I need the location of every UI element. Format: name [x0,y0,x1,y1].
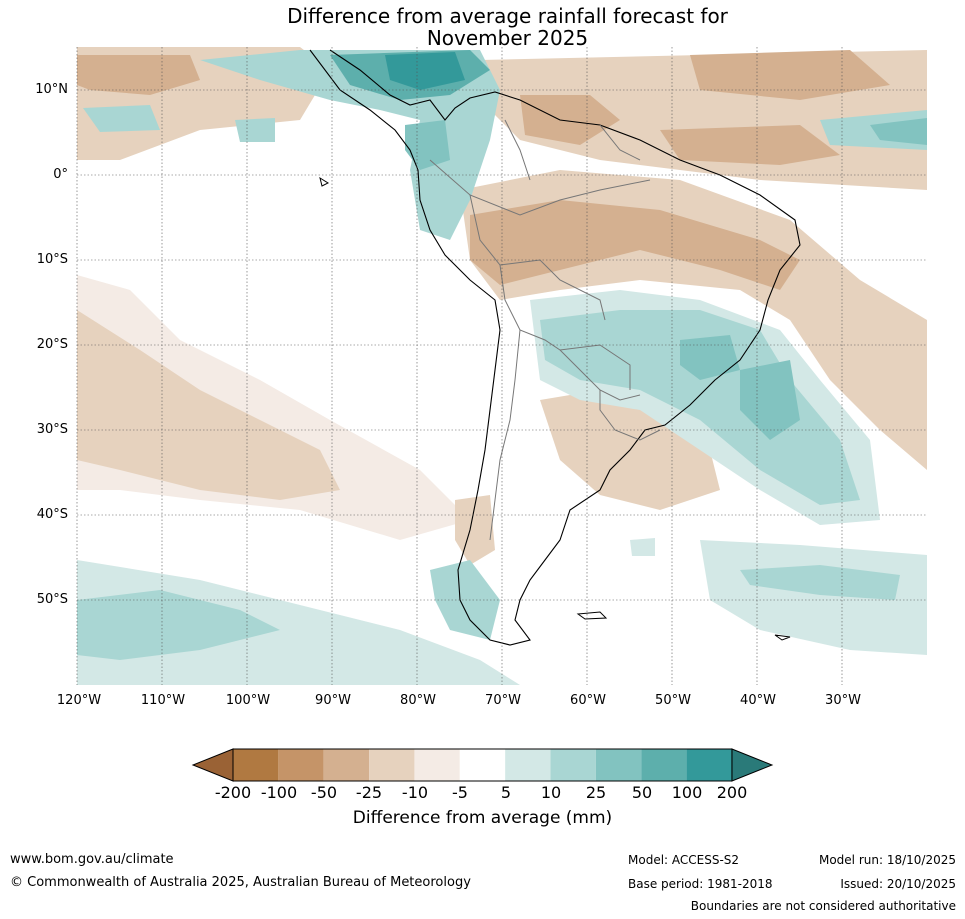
wet-region [405,120,450,170]
dry-region [77,310,340,500]
lat-label-10n: 10°N [35,82,68,97]
colorbar-extend-low [191,748,234,782]
border [499,264,631,390]
lat-label-0: 0° [53,167,68,182]
border [599,390,661,441]
colorbar-label: 5 [500,783,512,802]
dry-region [77,55,200,95]
colorbar-swatch [369,749,415,781]
lat-label-40s: 40°S [36,507,68,522]
colorbar-label: -25 [355,783,383,802]
lon-label-110w: 110°W [140,693,186,708]
base-period: Base period: 1981-2018 [628,877,773,891]
lon-label-60w: 60°W [570,693,606,708]
colorbar-swatch [686,749,732,781]
colorbar-swatch [550,749,596,781]
border [489,329,521,541]
lon-label-70w: 70°W [485,693,521,708]
border [599,124,641,161]
dry-region [520,95,620,145]
colorbar-swatch [641,749,687,781]
footer-copyright: © Commonwealth of Australia 2025, Austra… [10,875,471,890]
colorbar-label: 25 [585,783,607,802]
colorbar-swatch [459,749,506,781]
wet-region [680,335,740,380]
wet-region [83,105,160,132]
colorbar-label: -10 [401,783,429,802]
wet-region [630,538,655,556]
lon-label-120w: 120°W [56,693,102,708]
colorbar-label: 100 [671,783,703,802]
map-title-line1: Difference from average rainfall forecas… [287,4,728,28]
colorbar-swatch [233,749,279,781]
wet-region [740,565,900,600]
colorbar-swatch [595,749,642,781]
colorbar-label: -5 [452,783,468,802]
lon-label-80w: 80°W [400,693,436,708]
colorbar-label: -50 [310,783,338,802]
wet-region [235,118,275,142]
colorbar-swatch [414,749,460,781]
colorbar-label: 10 [540,783,562,802]
lon-label-90w: 90°W [315,693,351,708]
lat-label-30s: 30°S [36,422,68,437]
issued-date: Issued: 20/10/2025 [840,877,956,891]
dry-region [690,50,890,100]
colorbar [191,748,774,782]
footer-url: www.bom.gov.au/climate [10,852,174,867]
lon-label-40w: 40°W [740,693,776,708]
wet-region [385,52,465,90]
lon-label-50w: 50°W [655,693,691,708]
border [504,119,531,181]
colorbar-label: 50 [631,783,653,802]
lon-label-100w: 100°W [225,693,271,708]
map-title-line2: November 2025 [426,26,589,50]
colorbar-border [232,748,733,782]
wet-region [77,560,520,685]
lon-label-30w: 30°W [825,693,861,708]
lat-label-20s: 20°S [36,337,68,352]
south-america-coastline [309,49,801,646]
colorbar-label: 200 [716,783,748,802]
colorbar-swatch [278,749,324,781]
colorbar-swatch [323,749,370,781]
wet-region [77,590,280,660]
border [429,159,651,216]
colorbar-extend-high [731,748,774,782]
lat-label-10s: 10°S [36,252,68,267]
wet-region [870,118,927,145]
graticule [76,47,927,685]
colorbar-label: -200 [214,783,252,802]
wet-region [740,360,800,440]
model-run-date: Model run: 18/10/2025 [818,853,956,867]
colorbar-label: -100 [260,783,298,802]
boundary-disclaimer: Boundaries are not considered authoritat… [690,899,956,913]
wet-region [430,560,500,640]
colorbar-swatch [505,749,551,781]
colorbar-title: Difference from average (mm) [352,808,613,828]
islands [319,176,791,641]
dry-region [470,200,800,290]
dry-region [660,125,840,165]
model-name: Model: ACCESS-S2 [628,853,740,867]
coastline [309,49,801,646]
lat-label-50s: 50°S [36,592,68,607]
